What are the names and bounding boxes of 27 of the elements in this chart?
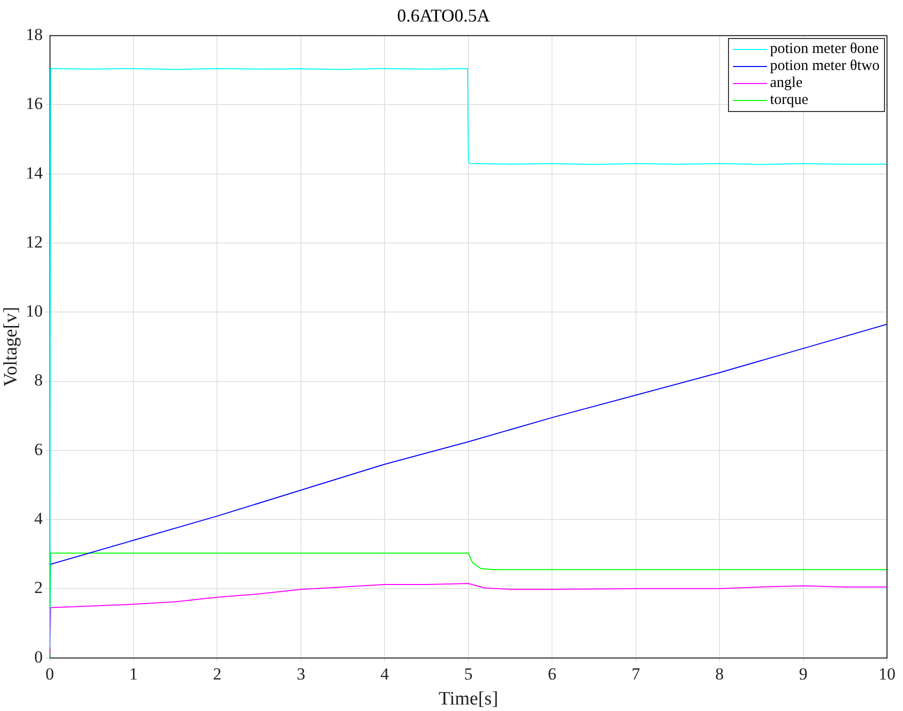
y-tick-label: 6: [34, 440, 43, 459]
x-tick-label: 8: [715, 664, 724, 684]
legend-label: torque: [770, 92, 808, 109]
chart-title: 0.6ATO0.5A: [397, 6, 490, 26]
x-tick-label: 7: [632, 664, 641, 684]
x-tick-label: 4: [380, 664, 390, 684]
y-tick-label: 16: [26, 94, 43, 114]
y-tick-label: 10: [26, 302, 43, 321]
y-tick-label: 4: [34, 509, 44, 528]
x-tick-label: 3: [296, 664, 306, 684]
x-tick-label: 1: [129, 664, 138, 684]
x-tick-label: 2: [212, 664, 222, 684]
y-tick-label: 0: [34, 647, 43, 666]
y-axis-title: Voltage[v]: [0, 306, 22, 387]
legend-label: angle: [770, 74, 802, 92]
y-tick-label: 12: [26, 232, 43, 252]
legend-label: potion meter θtwo: [770, 58, 880, 75]
y-tick-label: 8: [34, 370, 43, 390]
y-tick-label: 18: [26, 25, 43, 44]
legend-label: potion meter θone: [770, 40, 879, 58]
x-axis-title: Time[s]: [438, 688, 498, 710]
y-tick-label: 14: [26, 163, 44, 182]
x-tick-label: 9: [799, 664, 808, 684]
y-tick-label: 2: [34, 578, 43, 598]
x-tick-label: 6: [548, 664, 556, 684]
x-tick-label: 10: [878, 664, 896, 684]
x-tick-label: 5: [464, 664, 473, 684]
